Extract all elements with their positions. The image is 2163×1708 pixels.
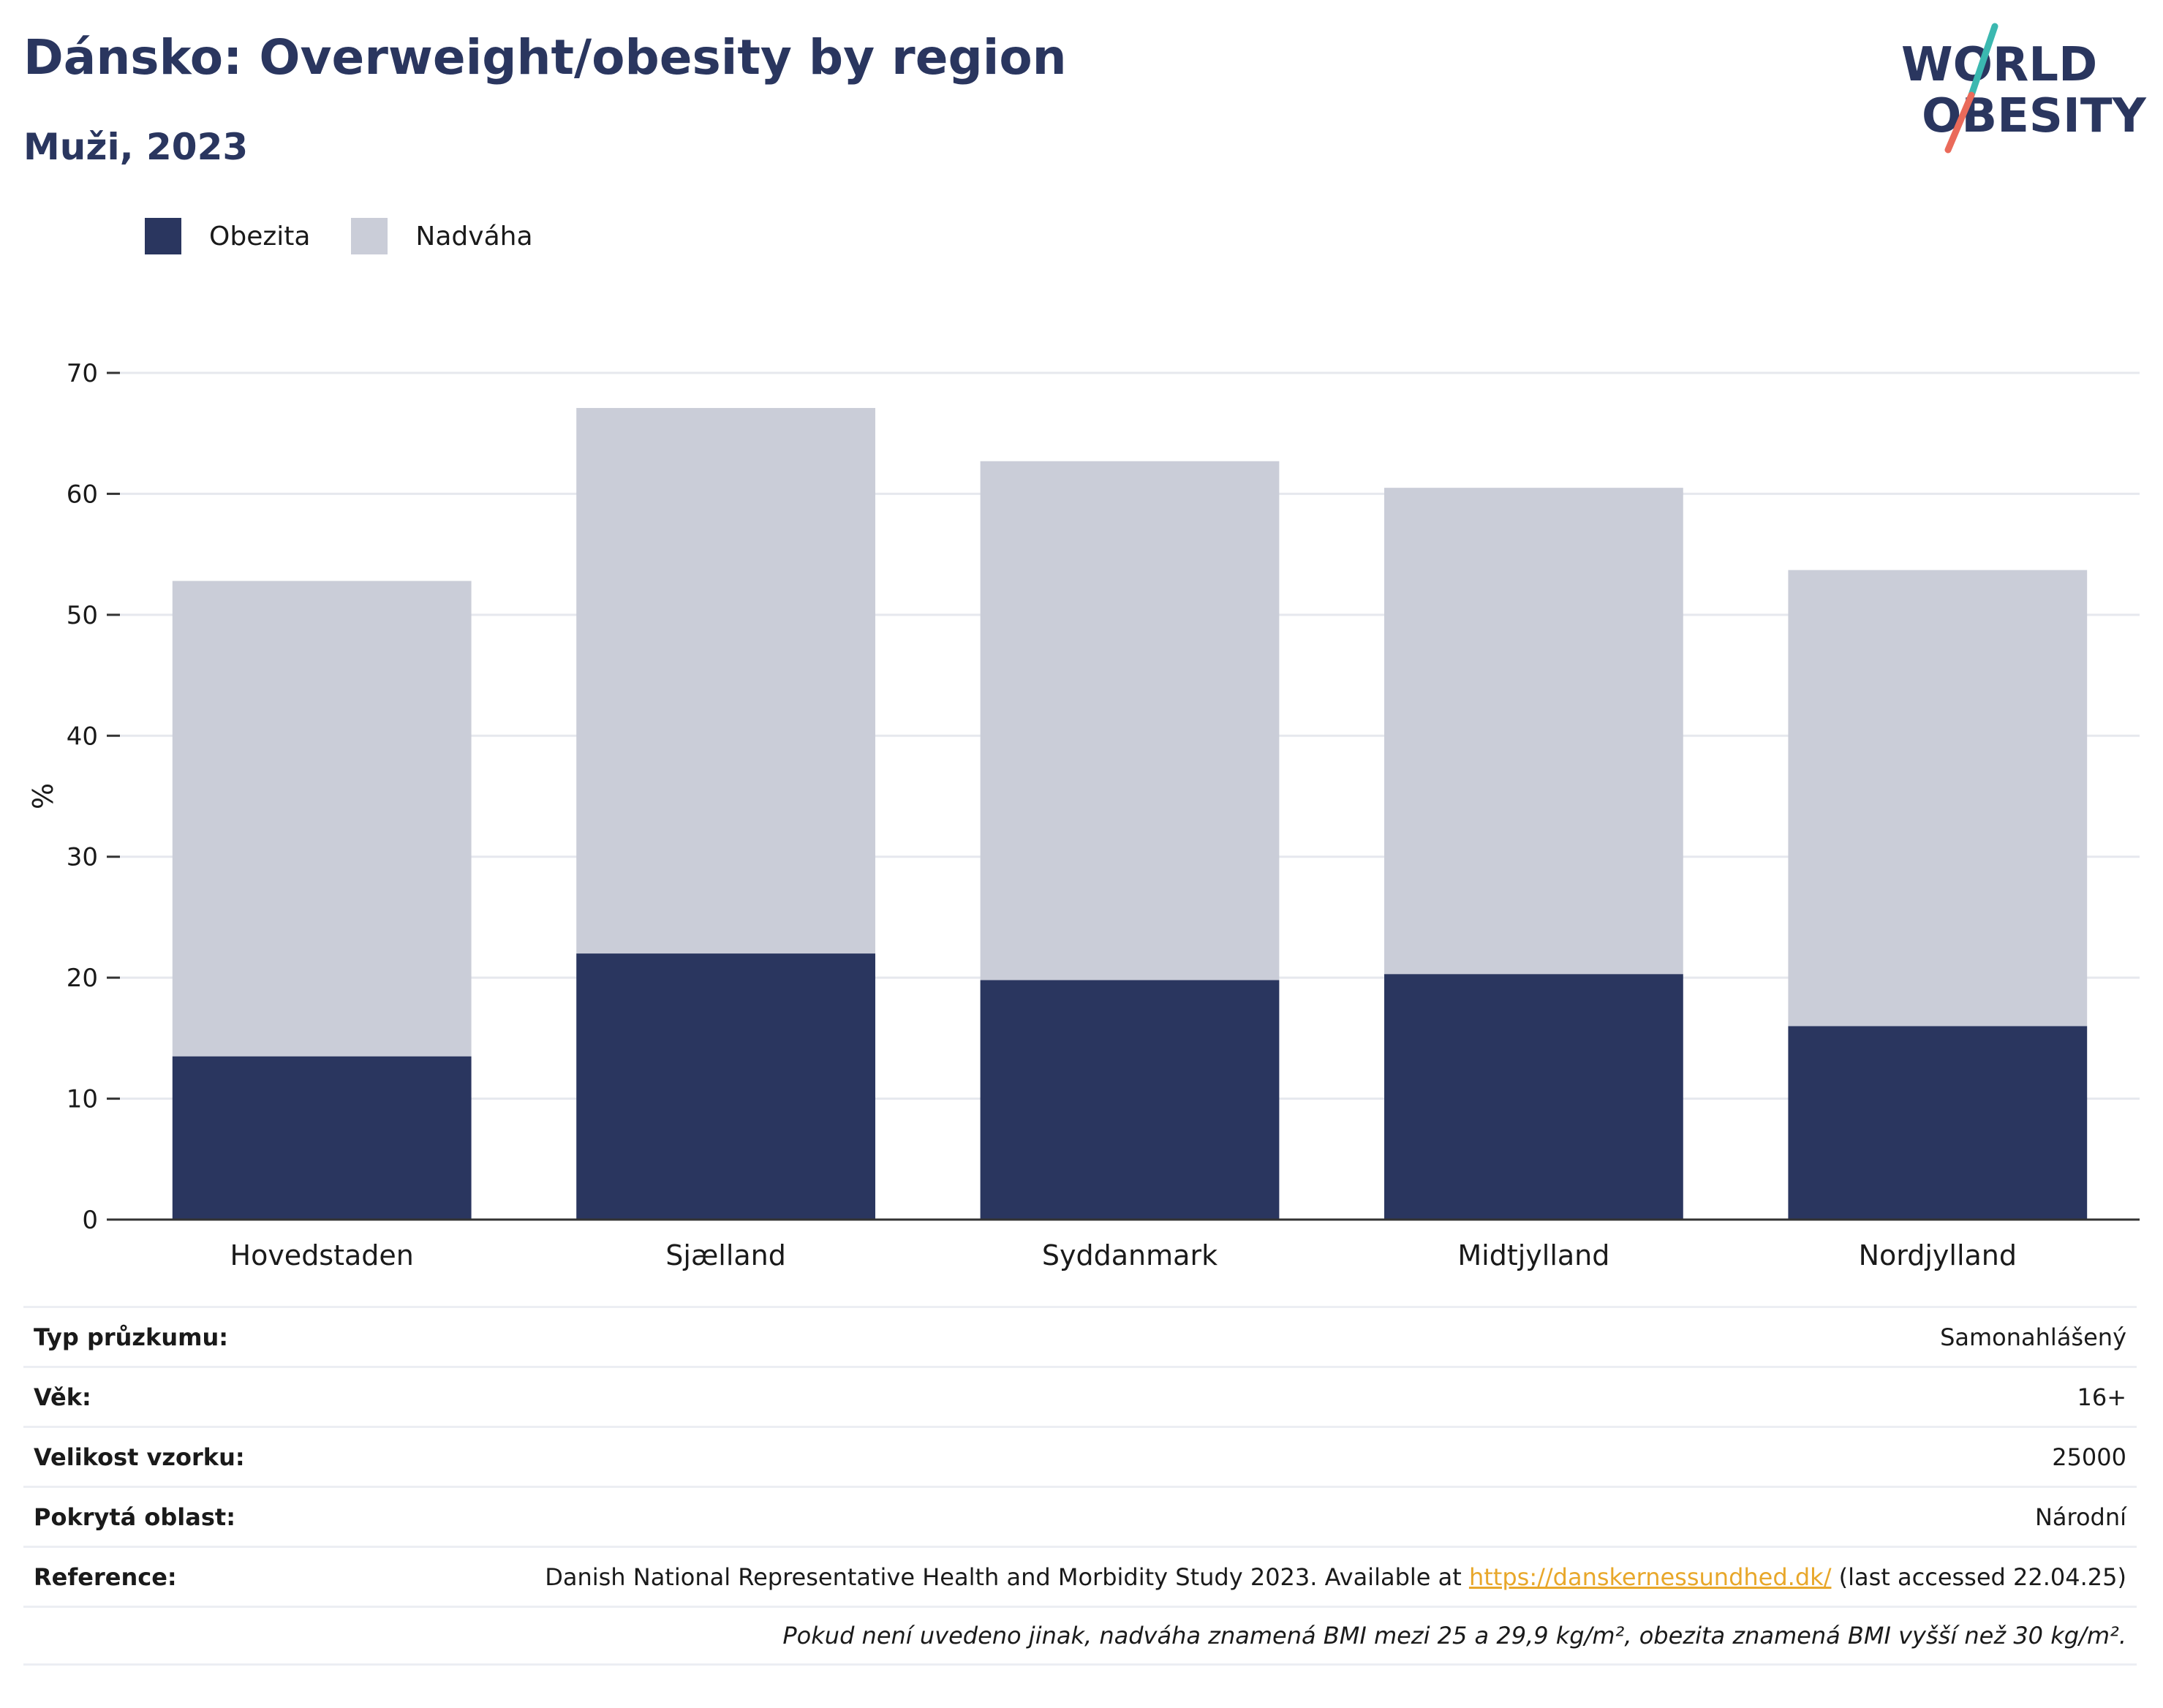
bar-nadváha-syddanmark [980,461,1280,980]
y-tick-label: 70 [67,359,98,388]
info-label: Pokrytá oblast: [34,1503,235,1531]
logo-slash-bottom [1944,91,1975,154]
legend-item-overweight: Nadváha [351,218,533,254]
x-tick-label: Hovedstaden [230,1239,414,1271]
world-obesity-logo: WORLD OBESITY [1901,23,2146,154]
logo-slash-top [1968,23,1998,99]
reference-text: Danish National Representative Health an… [545,1562,1469,1591]
x-tick-label: Nordjylland [1859,1239,2017,1271]
bar-obezita-sjælland [576,953,875,1220]
legend-swatch-overweight [351,218,388,254]
info-row-reference: Reference: Danish National Representativ… [23,1546,2137,1606]
info-row-coverage: Pokrytá oblast: Národní [23,1486,2137,1546]
y-tick-label: 0 [82,1206,98,1235]
info-row-survey-type: Typ průzkumu: Samonahlášený [23,1306,2137,1366]
stacked-bar-chart: 0 10 20 30 40 50 60 70% Hovedstaden Sjælland Sydda… [27,359,2140,1271]
info-label: Reference: [34,1562,177,1591]
x-tick-label: Syddanmark [1042,1239,1218,1271]
bar-nadváha-hovedstaden [172,581,472,1057]
info-row-age: Věk: 16+ [23,1366,2137,1426]
logo-word-world: WORLD [1901,38,2097,92]
info-row-sample-size: Velikost vzorku: 25000 [23,1426,2137,1486]
legend-label-obesity: Obezita [209,221,311,252]
x-tick-label: Midtjylland [1457,1239,1609,1271]
y-axis-label: % [27,783,59,809]
y-tick-label: 10 [67,1085,98,1114]
info-row-note: Pokud není uvedeno jinak, nadváha znamen… [23,1606,2137,1666]
info-label: Typ průzkumu: [34,1323,229,1351]
bar-nadváha-sjælland [576,407,875,954]
info-value: Národní [2034,1503,2126,1531]
info-label: Věk: [34,1383,91,1411]
info-value: 25000 [2052,1443,2126,1471]
reference-value: Danish National Representative Health an… [545,1563,2126,1591]
chart-legend: Obezita Nadváha [145,216,574,256]
y-tick-label: 40 [67,722,98,751]
y-tick-label: 60 [67,480,98,509]
bar-obezita-midtjylland [1384,974,1683,1220]
bar-nadváha-nordjylland [1788,570,2088,1027]
definition-note: Pokud není uvedeno jinak, nadváha znamen… [782,1622,2126,1650]
reference-accessed: (last accessed 22.04.25) [1831,1562,2126,1591]
legend-item-obesity: Obezita [145,218,310,254]
reference-link[interactable]: https://danskernessundhed.dk/ [1468,1562,1832,1591]
bar-obezita-nordjylland [1788,1026,2088,1220]
chart-title: Dánsko: Overweight/obesity by region [23,29,1067,86]
survey-info-table: Typ průzkumu: Samonahlášený Věk: 16+ Vel… [23,1306,2137,1666]
legend-swatch-obesity [145,218,181,254]
y-tick-label: 30 [67,843,98,872]
legend-label-overweight: Nadváha [415,221,533,252]
y-tick-label: 50 [67,601,98,630]
chart-subtitle: Muži, 2023 [23,126,249,168]
x-tick-label: Sjælland [665,1239,786,1271]
info-label: Velikost vzorku: [34,1443,245,1471]
bar-nadváha-midtjylland [1384,488,1683,975]
info-value: Samonahlášený [1940,1323,2126,1351]
bar-obezita-syddanmark [980,980,1280,1220]
y-tick-label: 20 [67,964,98,993]
bar-obezita-hovedstaden [172,1056,472,1220]
info-value: 16+ [2077,1383,2126,1411]
